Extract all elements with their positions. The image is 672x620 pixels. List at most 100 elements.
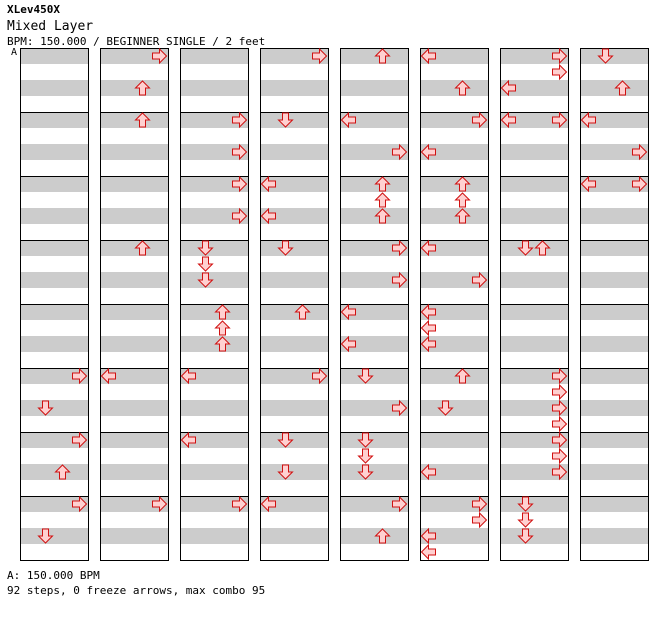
beat-stripe <box>580 208 648 224</box>
arrow-right-icon <box>232 143 248 161</box>
arrow-right-icon <box>552 463 568 481</box>
beat-stripe <box>100 144 168 160</box>
beat-stripe <box>340 240 408 256</box>
beat-stripe <box>340 272 408 288</box>
arrow-left-icon <box>340 111 356 129</box>
arrow-down-icon <box>277 432 294 448</box>
beat-stripe <box>500 336 568 352</box>
arrow-right-icon <box>552 447 568 465</box>
arrow-up-icon <box>134 112 151 128</box>
arrow-up-icon <box>134 240 151 256</box>
beat-stripe <box>420 48 488 64</box>
arrow-left-icon <box>260 207 276 225</box>
beat-stripe <box>100 400 168 416</box>
arrow-left-icon <box>180 367 196 385</box>
beat-stripe <box>500 112 568 128</box>
beat-stripe <box>180 368 248 384</box>
beat-stripe <box>20 176 88 192</box>
arrow-up-icon <box>454 176 471 192</box>
beat-stripe <box>500 240 568 256</box>
beat-stripe <box>420 176 488 192</box>
beat-stripe <box>100 176 168 192</box>
arrow-right-icon <box>632 175 648 193</box>
beat-stripe <box>180 240 248 256</box>
arrow-left-icon <box>340 335 356 353</box>
arrow-right-icon <box>552 383 568 401</box>
beat-stripe <box>500 176 568 192</box>
bpm-summary: A: 150.000 BPM <box>7 569 100 582</box>
arrow-up-icon <box>214 320 231 336</box>
arrow-right-icon <box>552 367 568 385</box>
arrow-down-icon <box>277 240 294 256</box>
beat-stripe <box>180 528 248 544</box>
arrow-up-icon <box>294 304 311 320</box>
arrow-up-icon <box>454 192 471 208</box>
beat-stripe <box>340 368 408 384</box>
arrow-down-icon <box>197 272 214 288</box>
beat-stripe <box>420 208 488 224</box>
beat-stripe <box>420 304 488 320</box>
beat-stripe <box>260 272 328 288</box>
beat-stripe <box>260 432 328 448</box>
beat-stripe <box>20 528 88 544</box>
beat-stripe <box>260 304 328 320</box>
beat-stripe <box>580 464 648 480</box>
beat-stripe <box>580 368 648 384</box>
beat-stripe <box>420 240 488 256</box>
arrow-up-icon <box>454 368 471 384</box>
beat-stripe <box>580 528 648 544</box>
beat-stripe <box>420 432 488 448</box>
beat-stripe <box>100 368 168 384</box>
arrow-left-icon <box>420 303 436 321</box>
arrow-down-icon <box>597 48 614 64</box>
arrow-down-icon <box>357 432 374 448</box>
beat-stripe <box>260 464 328 480</box>
arrow-left-icon <box>500 79 516 97</box>
beat-stripe <box>500 400 568 416</box>
beat-stripe <box>20 400 88 416</box>
arrow-right-icon <box>232 495 248 513</box>
beat-stripe <box>340 144 408 160</box>
beat-stripe <box>20 48 88 64</box>
beat-stripe <box>340 400 408 416</box>
beat-stripe <box>180 48 248 64</box>
chart-info: BPM: 150.000 / BEGINNER SINGLE / 2 feet <box>7 35 266 48</box>
beat-stripe <box>20 496 88 512</box>
beat-stripe <box>340 80 408 96</box>
arrow-left-icon <box>100 367 116 385</box>
beat-stripe <box>340 336 408 352</box>
arrow-right-icon <box>392 143 408 161</box>
beat-stripe <box>260 112 328 128</box>
arrow-right-icon <box>72 495 88 513</box>
beat-stripe <box>260 208 328 224</box>
beat-stripe <box>180 336 248 352</box>
beat-stripe <box>580 400 648 416</box>
beat-stripe <box>420 528 488 544</box>
arrow-down-icon <box>357 448 374 464</box>
beat-stripe <box>180 112 248 128</box>
arrow-left-icon <box>340 303 356 321</box>
arrow-right-icon <box>552 47 568 65</box>
arrow-right-icon <box>552 111 568 129</box>
measure-box <box>580 496 649 561</box>
arrow-up-icon <box>134 80 151 96</box>
arrow-up-icon <box>374 176 391 192</box>
beat-stripe <box>260 336 328 352</box>
arrow-right-icon <box>472 271 488 289</box>
beat-stripe <box>260 496 328 512</box>
beat-stripe <box>580 432 648 448</box>
beat-stripe <box>500 368 568 384</box>
arrow-down-icon <box>357 464 374 480</box>
arrow-right-icon <box>152 495 168 513</box>
arrow-left-icon <box>420 543 436 561</box>
arrow-up-icon <box>374 528 391 544</box>
arrow-right-icon <box>552 431 568 449</box>
beat-stripe <box>260 528 328 544</box>
beat-stripe <box>260 176 328 192</box>
arrow-down-icon <box>37 528 54 544</box>
arrow-right-icon <box>232 111 248 129</box>
arrow-down-icon <box>517 528 534 544</box>
beat-stripe <box>180 144 248 160</box>
beat-stripe <box>20 432 88 448</box>
